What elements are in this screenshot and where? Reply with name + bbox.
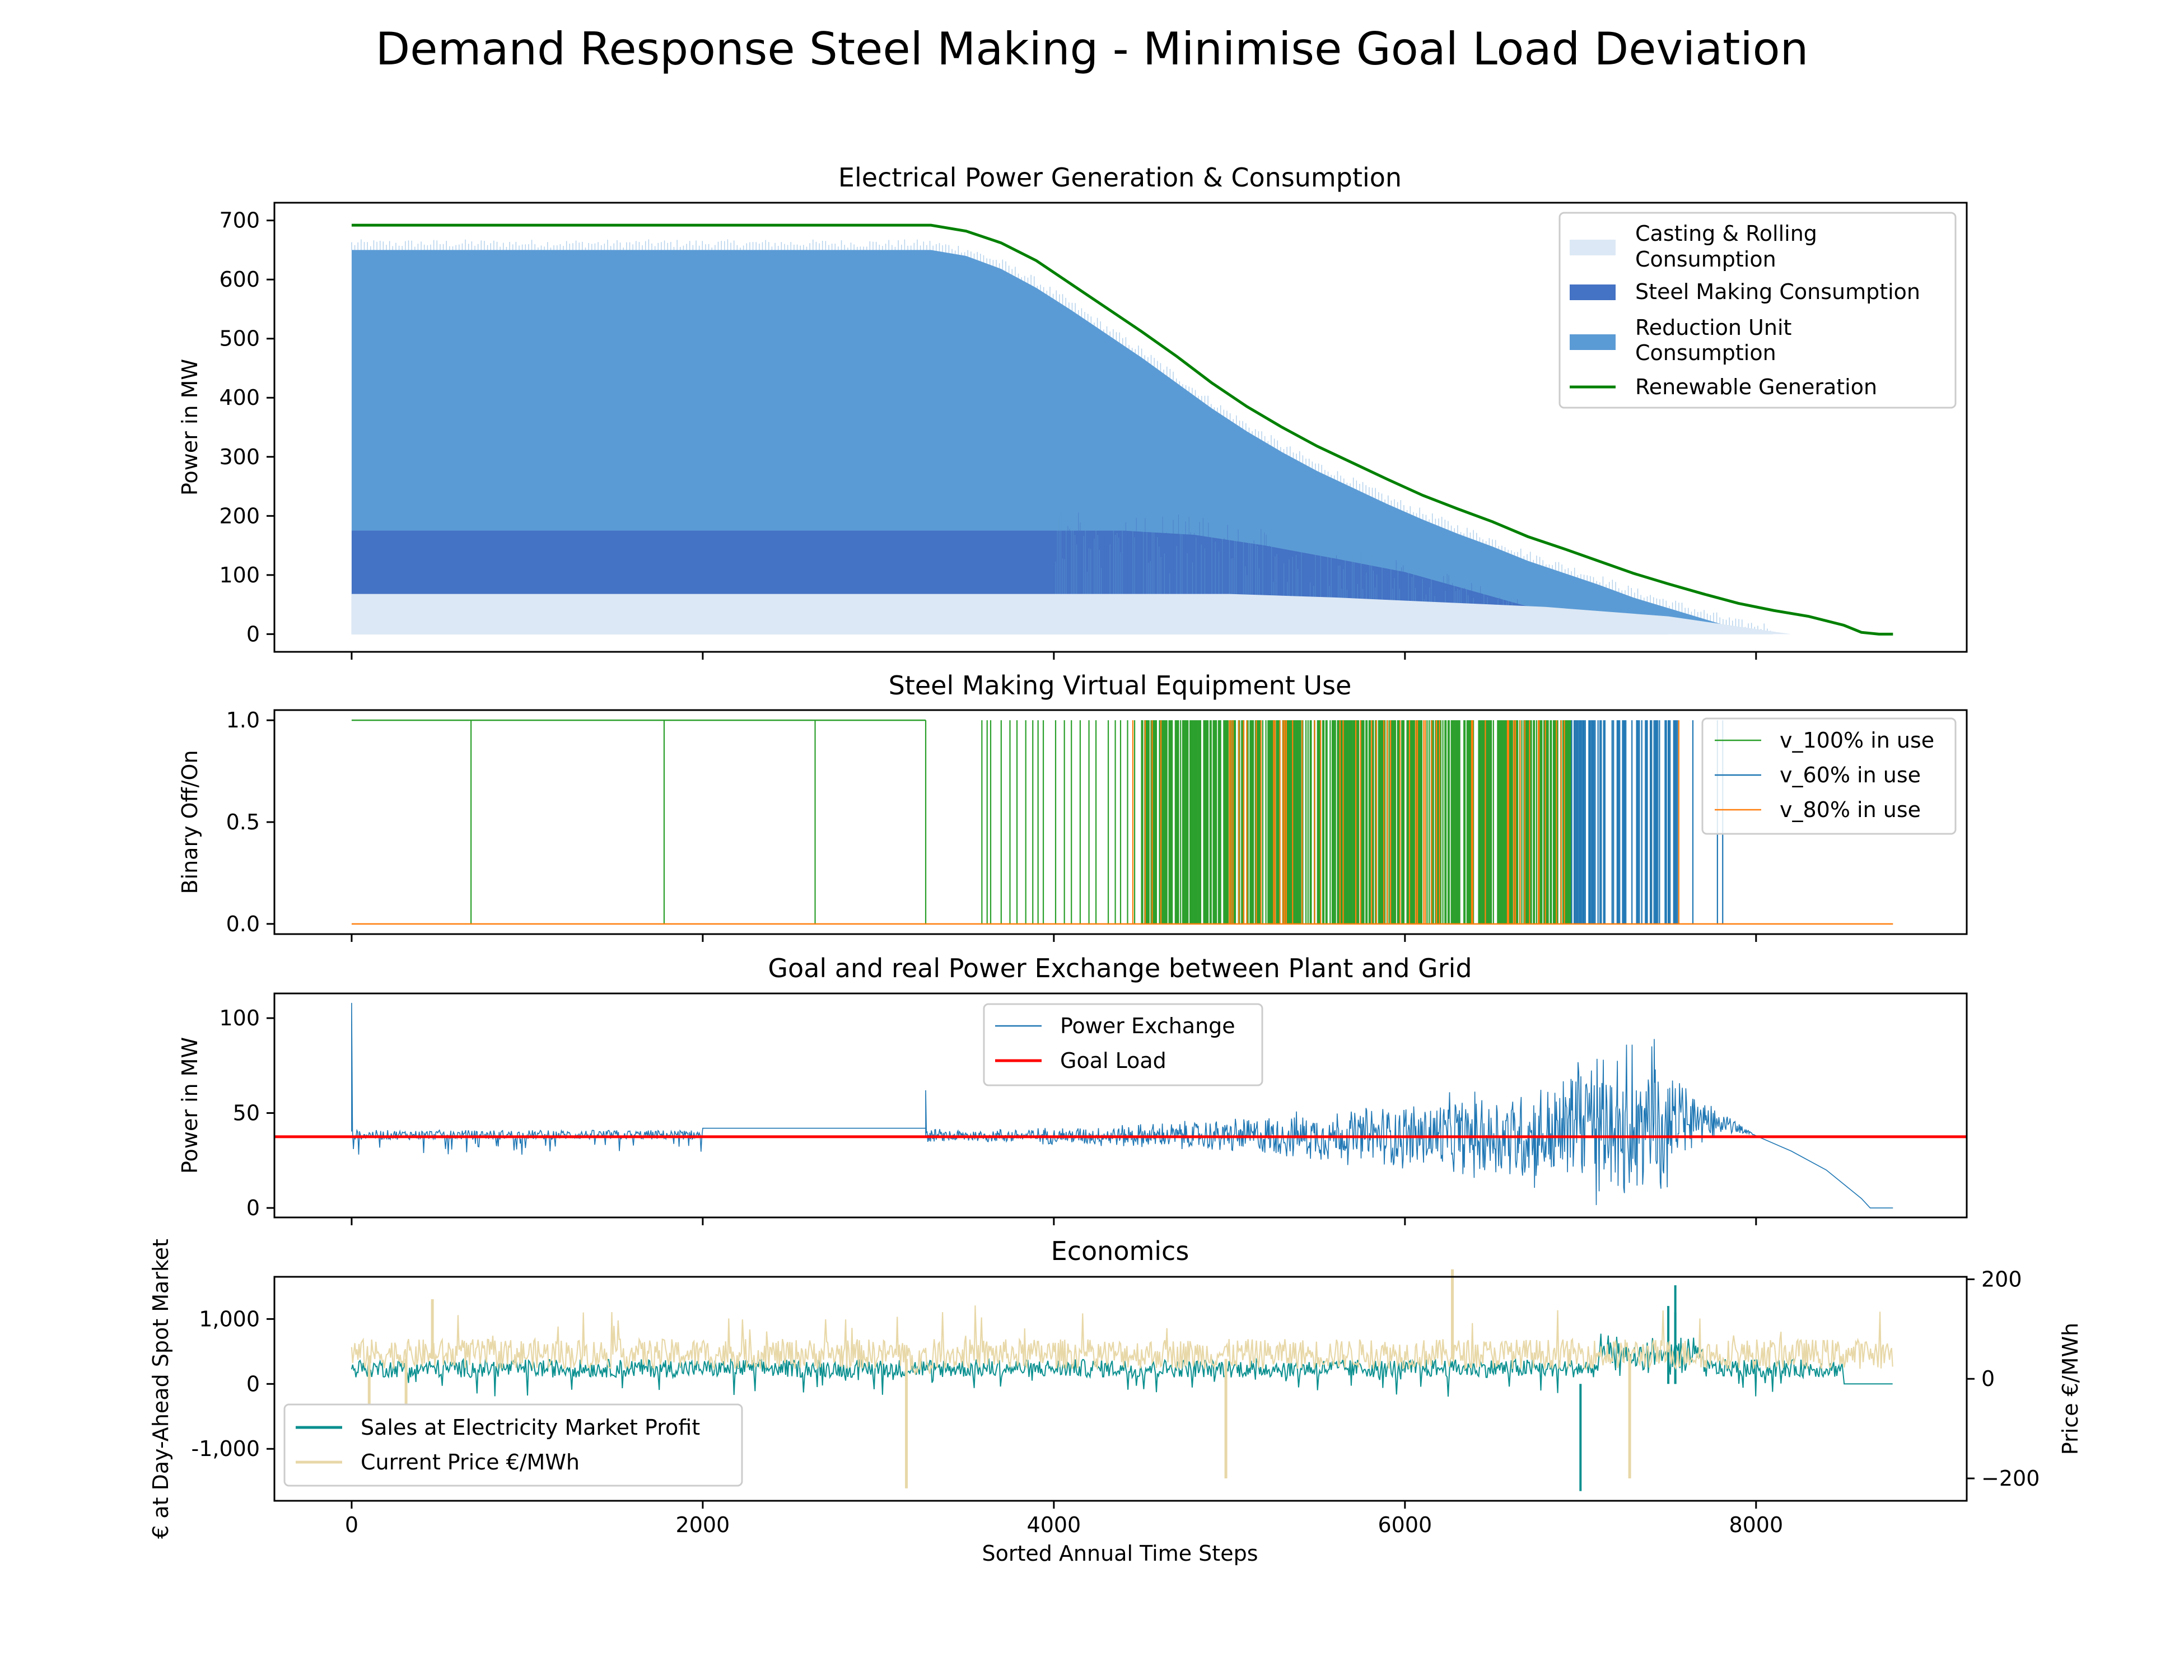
y-tick-label: 0 [246,622,260,646]
y-axis-label: Binary Off/On [178,750,202,894]
legend-frame [283,1403,743,1487]
x-tick-label: 4000 [1027,1513,1081,1537]
y-axis: 0 100 200 300 400 500 600 700 [219,208,274,646]
y-tick-label: 100 [219,563,260,587]
y-tick-label: 700 [219,208,260,233]
panel-title: Goal and real Power Exchange between Pla… [768,953,1472,983]
y-tick-label: 0.5 [226,810,260,834]
x-tick-label: 2000 [676,1513,730,1537]
legend-label-casting: Casting & Rolling [1635,221,1817,246]
legend-swatch-casting [1570,240,1616,255]
line-renewable-generation [351,223,1893,636]
panel-exchange: Goal and real Power Exchange between Pla… [178,953,1968,1225]
plot-area [351,223,1893,636]
y-tick-label: 400 [219,385,260,410]
panel-economics: Economics -1,000 0 1,000 −200 0 200 0 2000 400… [148,1236,2083,1566]
x-tick-label: 6000 [1378,1513,1432,1537]
y-tick-label: 600 [219,267,260,292]
legend-label-v100: v_100% in use [1780,728,1934,753]
y-right-tick-label: 200 [1981,1267,2022,1291]
legend-label-reduction: Reduction Unit [1635,315,1791,340]
legend-label-casting-2: Consumption [1635,247,1776,272]
plot-area [351,719,1893,925]
legend-label-reduction-2: Consumption [1635,340,1776,365]
y-axis-left: -1,000 0 1,000 [192,1306,274,1461]
line-sales-profit [351,1333,1893,1397]
line-current-price [351,1305,1893,1376]
y-tick-label: 500 [219,326,260,351]
y-axis: 0.0 0.5 1.0 [226,708,274,936]
x-tick-label: 8000 [1729,1513,1783,1537]
y-axis-label: Power in MW [178,1037,202,1174]
x-axis [351,1217,1757,1225]
legend-swatch-steel [1570,284,1616,300]
axes-frame [273,992,1968,1219]
legend: Casting & Rolling Consumption Steel Maki… [1558,212,1957,409]
y-tick-label: 50 [233,1101,260,1126]
legend-frame [1701,717,1957,835]
y-tick-label: 0 [246,1196,260,1220]
y-right-tick-label: −200 [1981,1466,2040,1491]
y-axis: 0 50 100 [219,1006,274,1220]
legend: v_100% in use v_60% in use v_80% in use [1701,717,1957,835]
panel-title: Steel Making Virtual Equipment Use [889,670,1352,701]
y-axis-label: Power in MW [178,359,202,496]
legend-label-v60: v_60% in use [1780,763,1921,787]
x-axis-label: Sorted Annual Time Steps [982,1541,1258,1566]
legend-swatch-reduction [1570,334,1616,350]
legend-frame [1558,212,1957,409]
y-axis-label: € at Day-Ahead Spot Market [148,1239,173,1539]
legend-label-exchange: Power Exchange [1060,1014,1235,1038]
y-axis-right-label: Price €/MWh [2058,1323,2083,1455]
area-casting-rolling [351,594,1791,634]
y-tick-label: 0.0 [226,912,260,936]
x-axis [351,934,1757,942]
x-axis: 0 2000 4000 6000 8000 [345,1501,1783,1537]
legend-label-price: Current Price €/MWh [361,1450,580,1474]
legend-label-goal: Goal Load [1060,1048,1166,1073]
legend: Sales at Electricity Market Profit Curre… [283,1403,743,1487]
figure-suptitle: Demand Response Steel Making - Minimise … [376,23,1809,75]
legend: Power Exchange Goal Load [983,1003,1263,1086]
x-tick-label: 0 [345,1513,358,1537]
plot-area [351,1269,1893,1491]
legend-label-renewable: Renewable Generation [1635,375,1877,399]
x-axis [351,652,1757,660]
legend-label-sales: Sales at Electricity Market Profit [361,1415,700,1440]
legend-label-steel: Steel Making Consumption [1635,279,1920,304]
y-tick-label: 300 [219,445,260,469]
y-tick-label: -1,000 [192,1436,260,1461]
panel-equipment: Steel Making Virtual Equipment Use 0.00.… [178,670,1968,942]
legend-label-v80: v_80% in use [1780,797,1921,822]
y-right-tick-label: 0 [1981,1366,1995,1391]
panel-title: Electrical Power Generation & Consumptio… [838,162,1402,193]
y-tick-label: 100 [219,1006,260,1030]
axes-frame [273,1276,1968,1502]
y-tick-label: 200 [219,503,260,528]
y-axis-right: −200 0 200 [1967,1267,2040,1491]
plot-area [274,1002,1967,1208]
y-tick-label: 1,000 [199,1306,260,1331]
axes-frame [273,202,1968,653]
y-tick-label: 1.0 [226,708,260,732]
legend-frame [983,1003,1263,1086]
panel-title: Economics [1051,1236,1189,1266]
y-tick-label: 0 [246,1371,260,1396]
panel-generation: Electrical Power Generation & Consumptio… [178,162,1968,660]
